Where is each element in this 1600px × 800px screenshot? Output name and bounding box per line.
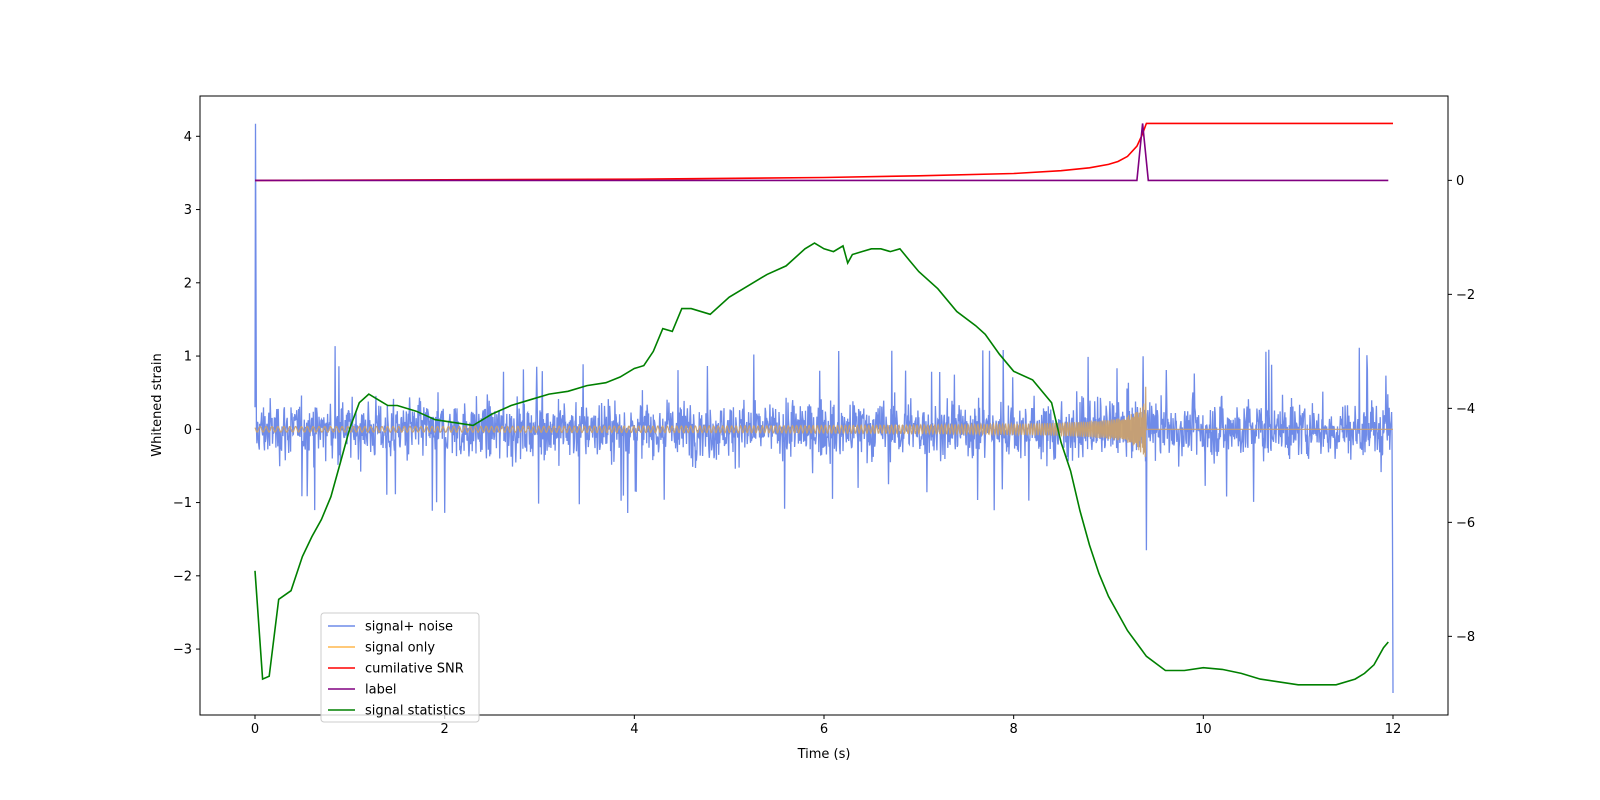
signal-plus-noise-line — [254, 123, 1394, 694]
legend-label: signal+ noise — [365, 620, 453, 635]
legend-label: signal statistics — [365, 704, 466, 719]
y-tick-label: 4 — [184, 130, 192, 145]
x-tick-label: 6 — [820, 722, 828, 737]
y-tick-label: 2 — [184, 276, 192, 291]
y-axis-label: Whitened strain — [150, 353, 165, 456]
y-tick-label: 0 — [184, 423, 192, 438]
y-tick-label: 1 — [184, 350, 192, 365]
y2-tick-label: −2 — [1456, 288, 1475, 303]
signal-only-line — [254, 386, 1393, 457]
x-axis-label: Time (s) — [797, 747, 851, 762]
legend-label: label — [365, 683, 396, 698]
y-tick-label: −2 — [173, 569, 192, 584]
y-tick-label: −1 — [173, 496, 192, 511]
signal-plus-noise-series — [254, 123, 1394, 694]
x-tick-label: 2 — [441, 722, 449, 737]
label-line — [255, 123, 1389, 182]
right-axis-series — [254, 122, 1393, 686]
x-tick-label: 4 — [630, 722, 638, 737]
legend-label: signal only — [365, 641, 435, 656]
y-axis-left: −3 −2 −1 0 1 2 3 4 — [173, 130, 200, 658]
y2-tick-label: −4 — [1456, 402, 1475, 417]
legend-label: cumilative SNR — [365, 662, 464, 677]
x-tick-label: 0 — [251, 722, 259, 737]
legend: signal+ noise signal only cumilative SNR la… — [320, 612, 480, 723]
y-tick-label: −3 — [173, 643, 192, 658]
y-tick-label: 3 — [184, 203, 192, 218]
x-axis: 0 2 4 6 8 10 12 — [251, 715, 1401, 737]
y-axis-right: −8 −6 −4 −2 0 — [1448, 174, 1475, 645]
signal-only-series — [254, 386, 1393, 457]
cumulative-snr-line — [254, 122, 1393, 182]
x-tick-label: 8 — [1010, 722, 1018, 737]
signal-statistics-line — [254, 242, 1389, 686]
y2-tick-label: 0 — [1456, 174, 1464, 189]
legend-box — [320, 612, 480, 723]
x-tick-label: 10 — [1195, 722, 1212, 737]
y2-tick-label: −8 — [1456, 630, 1475, 645]
y2-tick-label: −6 — [1456, 516, 1475, 531]
x-tick-label: 12 — [1385, 722, 1402, 737]
